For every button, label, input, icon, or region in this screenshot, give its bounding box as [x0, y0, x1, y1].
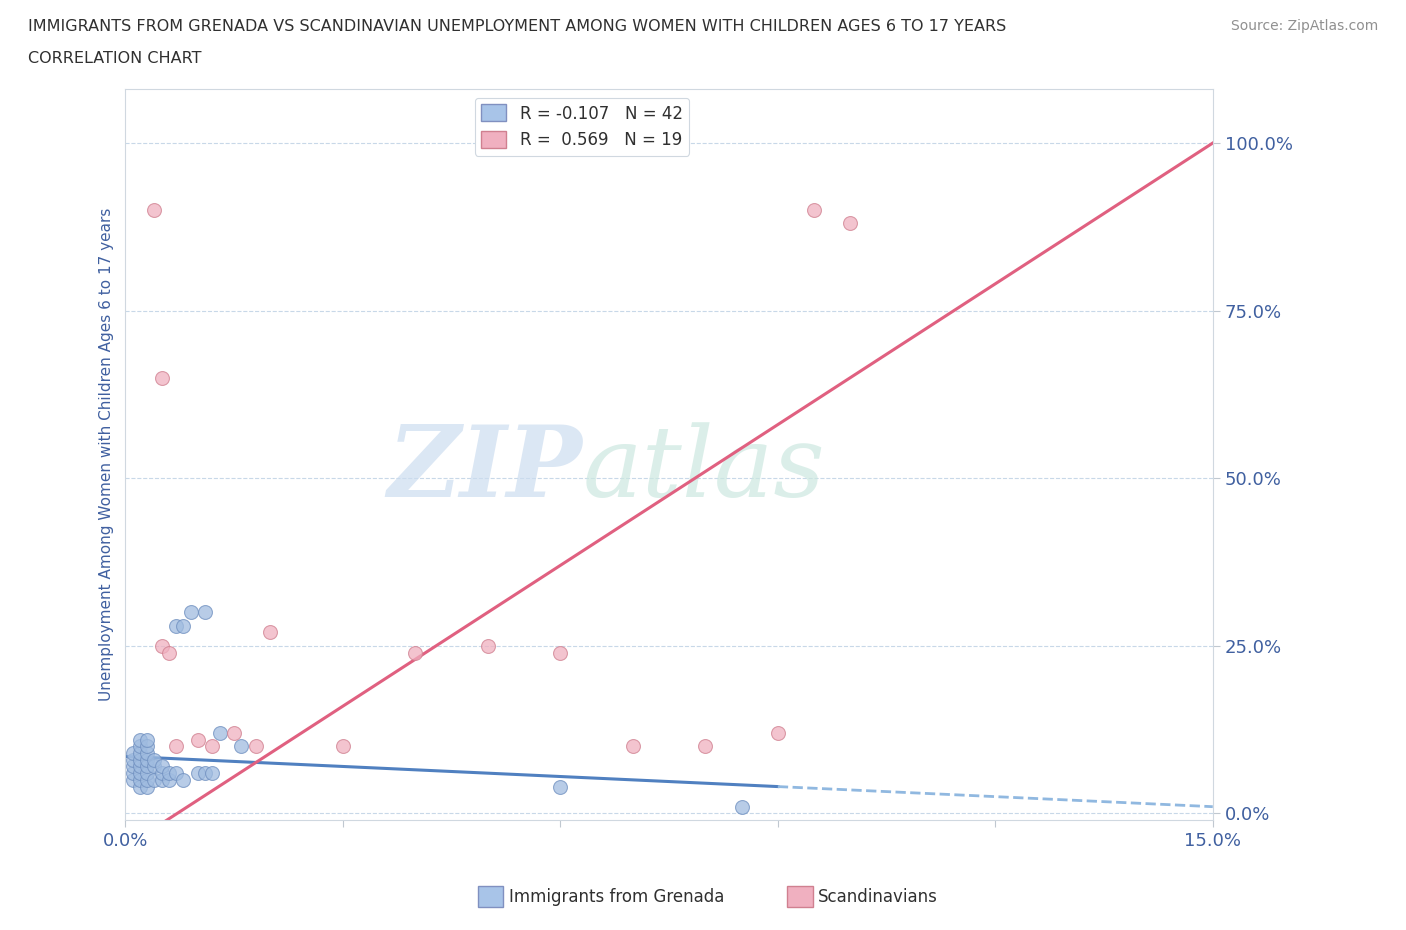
Point: [121, 773, 143, 788]
Point: [129, 752, 152, 767]
Text: Immigrants from Grenada: Immigrants from Grenada: [509, 887, 724, 906]
Point: [766, 725, 789, 740]
Point: [121, 746, 143, 761]
Point: [136, 773, 159, 788]
Point: [136, 746, 159, 761]
Point: [194, 604, 217, 619]
Point: [165, 618, 187, 633]
Point: [172, 773, 194, 788]
Text: CORRELATION CHART: CORRELATION CHART: [28, 51, 201, 66]
Point: [129, 765, 152, 780]
Point: [136, 732, 159, 747]
Point: [194, 765, 217, 780]
Point: [621, 739, 644, 754]
Point: [157, 645, 180, 660]
Point: [129, 739, 152, 754]
Point: [150, 759, 173, 774]
Text: IMMIGRANTS FROM GRENADA VS SCANDINAVIAN UNEMPLOYMENT AMONG WOMEN WITH CHILDREN A: IMMIGRANTS FROM GRENADA VS SCANDINAVIAN …: [28, 19, 1007, 33]
Point: [143, 752, 166, 767]
Point: [143, 773, 166, 788]
Point: [150, 765, 173, 780]
Point: [208, 725, 231, 740]
Point: [150, 370, 173, 385]
Point: [404, 645, 426, 660]
Point: [136, 759, 159, 774]
Point: [129, 732, 152, 747]
Point: [129, 759, 152, 774]
Point: [121, 765, 143, 780]
Point: [224, 725, 246, 740]
Point: [121, 759, 143, 774]
Point: [477, 638, 499, 653]
Point: [187, 732, 209, 747]
Point: [187, 765, 209, 780]
Point: [157, 765, 180, 780]
Point: [695, 739, 717, 754]
Point: [730, 799, 752, 814]
Point: [165, 739, 187, 754]
Point: [172, 618, 194, 633]
Point: [157, 773, 180, 788]
Point: [136, 752, 159, 767]
Point: [550, 645, 572, 660]
Point: [129, 779, 152, 794]
Point: [150, 638, 173, 653]
Y-axis label: Unemployment Among Women with Children Ages 6 to 17 years: Unemployment Among Women with Children A…: [100, 208, 114, 701]
Point: [201, 765, 224, 780]
Point: [332, 739, 354, 754]
Point: [180, 604, 202, 619]
Point: [129, 773, 152, 788]
Text: ZIP: ZIP: [387, 421, 582, 518]
Point: [245, 739, 267, 754]
Point: [550, 779, 572, 794]
Point: [839, 216, 862, 231]
Point: [143, 759, 166, 774]
Point: [231, 739, 253, 754]
Text: atlas: atlas: [582, 421, 825, 517]
Point: [165, 765, 187, 780]
Point: [136, 739, 159, 754]
Point: [201, 739, 224, 754]
Point: [121, 752, 143, 767]
Point: [136, 779, 159, 794]
Point: [136, 765, 159, 780]
Point: [259, 625, 281, 640]
Point: [803, 203, 825, 218]
Point: [150, 773, 173, 788]
Text: Scandinavians: Scandinavians: [818, 887, 938, 906]
Text: Source: ZipAtlas.com: Source: ZipAtlas.com: [1230, 19, 1378, 33]
Point: [143, 203, 166, 218]
Point: [129, 746, 152, 761]
Legend: R = -0.107   N = 42, R =  0.569   N = 19: R = -0.107 N = 42, R = 0.569 N = 19: [475, 98, 689, 155]
